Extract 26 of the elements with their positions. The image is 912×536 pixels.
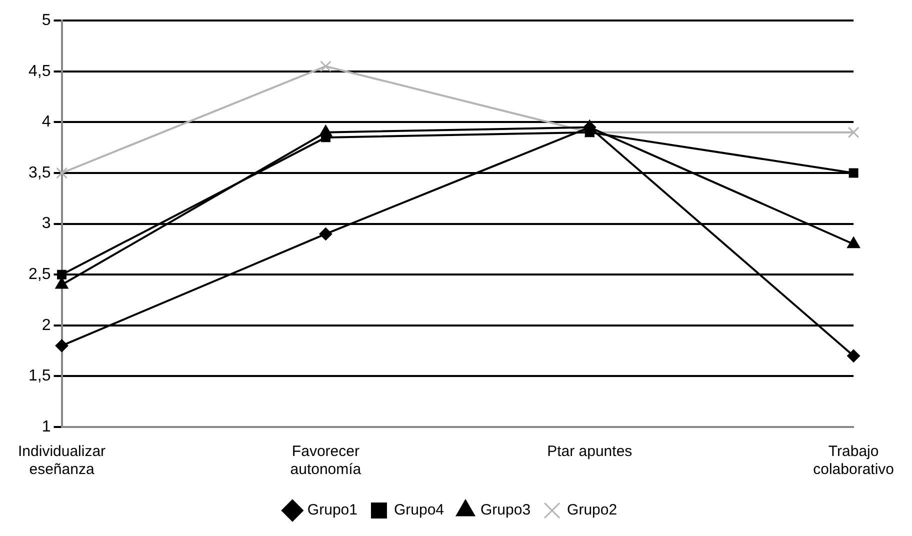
- y-tick-label: 1: [42, 418, 51, 436]
- x-tick-label: Trabajo colaborativo: [813, 443, 894, 478]
- point: [319, 227, 332, 240]
- y-tick-label: 2: [42, 316, 51, 334]
- point: [320, 132, 330, 142]
- legend-label: Grupo4: [394, 502, 444, 519]
- y-tick-label: 5: [42, 12, 51, 30]
- point: [847, 349, 860, 362]
- legend-label: Grupo3: [480, 502, 531, 519]
- point: [848, 126, 860, 138]
- legend-label: Grupo1: [307, 502, 358, 519]
- point: [55, 339, 68, 352]
- legend-label: Grupo2: [567, 502, 618, 519]
- y-tick-label: 3,5: [28, 164, 51, 182]
- point: [57, 270, 67, 280]
- y-tick-label: 2,5: [28, 266, 51, 284]
- x-tick-label: Favorecer autonomía: [290, 443, 362, 478]
- x-tick-label: Individualizar eseñanza: [18, 443, 106, 478]
- y-tick-label: 4: [42, 114, 51, 131]
- y-tick-label: 3: [42, 215, 51, 232]
- y-tick-label: 4,5: [28, 62, 51, 80]
- point: [848, 168, 858, 178]
- point: [56, 167, 68, 179]
- y-tick-label: 1,5: [28, 368, 51, 385]
- x-tick-label: Ptar apuntes: [547, 443, 632, 460]
- point: [320, 60, 332, 72]
